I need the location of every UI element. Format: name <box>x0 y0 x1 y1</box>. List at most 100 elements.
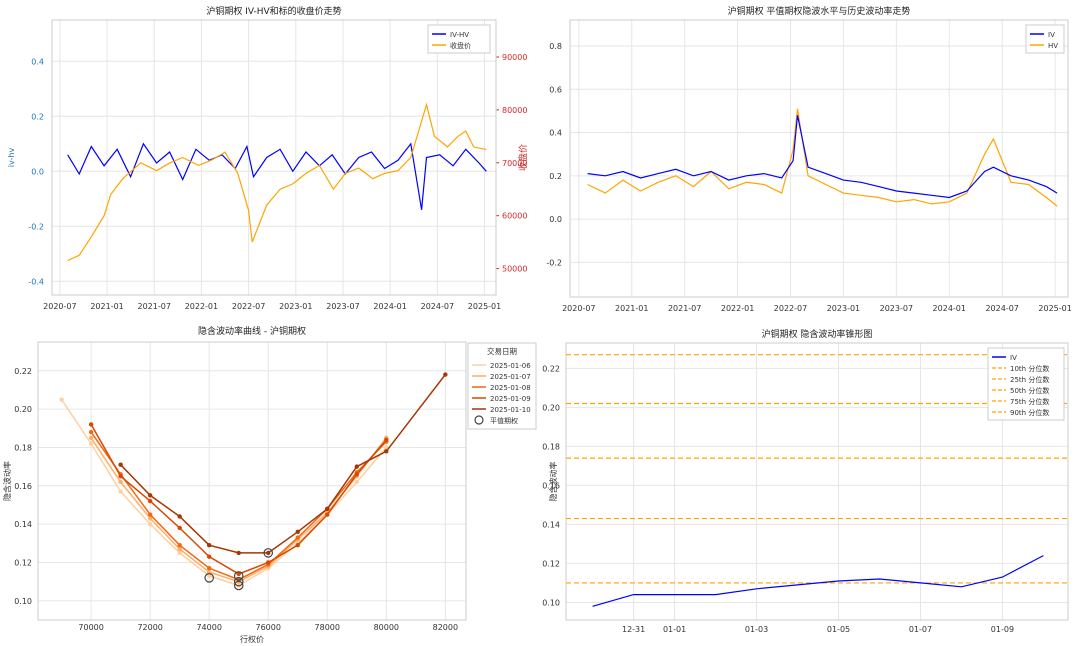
p4-ytick-label: 0.14 <box>542 520 560 529</box>
p4-legend-box <box>987 347 1065 421</box>
p3-ytick-label: 0.14 <box>14 520 32 529</box>
p3-series-point <box>147 512 153 517</box>
p3-series-point <box>384 449 389 454</box>
p4-xtick-label: 01-01 <box>663 625 686 634</box>
p1-ytick-right-label: 80000 <box>502 106 527 115</box>
p3-ytick-label: 0.18 <box>14 443 32 452</box>
p3-series-point <box>177 546 182 552</box>
p3-xtick-label: 76000 <box>256 623 281 632</box>
p3-series-point <box>147 493 153 498</box>
p1-legend-box <box>427 24 491 54</box>
p3-series-point <box>384 445 389 450</box>
p4-series-line <box>592 555 1044 607</box>
p2-xtick-label: 2023-01 <box>827 304 860 313</box>
p1-xtick-label: 2021-07 <box>138 302 171 311</box>
p3-series-point <box>177 514 182 519</box>
p1-ylabel-right: 收盘价 <box>517 144 529 171</box>
p3-series-point <box>177 550 182 556</box>
p1-xtick-label: 2022-07 <box>232 302 265 311</box>
p4-ytick-label: 0.18 <box>542 442 560 451</box>
p3-plot-frame <box>37 341 467 621</box>
p3-series-point <box>207 543 212 548</box>
p4-ytick-label: 0.20 <box>542 403 560 412</box>
p3-ytick-label: 0.20 <box>14 405 32 414</box>
p3-series-point <box>118 474 123 479</box>
p3-ytick-label: 0.16 <box>14 482 32 491</box>
p3-xtick-label: 74000 <box>196 623 221 632</box>
p2-xtick-label: 2025-01 <box>1038 304 1071 313</box>
p3-atm-marker <box>263 548 274 558</box>
p1-ylabel: iv-hv <box>7 148 16 168</box>
p3-series-point <box>354 464 359 469</box>
p3-series-point <box>443 372 448 377</box>
p3-legend-label: 2025-01-06 <box>490 362 531 370</box>
p4-ytick-label: 0.10 <box>542 598 560 607</box>
p3-atm-marker <box>233 580 244 591</box>
p4-ytick-label: 0.22 <box>542 364 560 373</box>
p3-ytick-label: 0.10 <box>14 597 32 606</box>
p2-ytick-label: 0.6 <box>549 85 562 94</box>
p1-xtick-label: 2025-01 <box>468 302 501 311</box>
p1-xtick-label: 2022-01 <box>185 302 218 311</box>
p4-legend-label: 75th 分位数 <box>1010 397 1049 406</box>
p3-atm-marker <box>233 571 244 581</box>
p1-ytick-label: -0.2 <box>28 222 44 231</box>
p4-plot-frame <box>565 342 1069 621</box>
p3-xtick-label: 78000 <box>315 623 340 632</box>
p3-xtick-label: 80000 <box>374 623 399 632</box>
p2-xtick-label: 2021-07 <box>668 304 701 313</box>
p1-title: 沪铜期权 IV-HV和标的收盘价走势 <box>206 5 341 17</box>
p4-xtick-label: 01-07 <box>909 625 932 634</box>
p2-xtick-label: 2024-01 <box>933 304 966 313</box>
p4-ytick-label: 0.16 <box>542 481 560 490</box>
p2-xtick-label: 2022-01 <box>721 304 754 313</box>
p1-ytick-right-label: 50000 <box>502 265 527 274</box>
p2-xtick-label: 2021-01 <box>615 304 648 313</box>
p3-series-point <box>88 441 94 446</box>
p4-title: 沪铜期权 隐含波动率锥形图 <box>762 328 873 340</box>
p3-series-point <box>88 435 94 441</box>
p3-legend-atm-label: 平值期权 <box>490 416 518 425</box>
p2-xtick-label: 2020-07 <box>562 304 595 313</box>
p1-xtick-label: 2021-01 <box>90 302 123 311</box>
p3-legend-label: 2025-01-07 <box>490 373 531 381</box>
p4-ytick-label: 0.12 <box>542 559 560 568</box>
p3-atm-marker <box>233 576 244 587</box>
p3-series-point <box>354 472 359 477</box>
p2-xtick-label: 2023-07 <box>880 304 913 313</box>
p3-series-line <box>60 399 387 587</box>
p3-series-point <box>236 550 241 556</box>
p3-atm-marker <box>204 573 214 583</box>
p2-title: 沪铜期权 平值期权隐波水平与历史波动率走势 <box>728 5 911 17</box>
p3-series-point <box>147 516 153 521</box>
p1-legend-label: 收盘价 <box>450 41 471 50</box>
p3-xtick-label: 82000 <box>433 623 458 632</box>
p1-ytick-label: 0.4 <box>31 57 44 66</box>
p1-ytick-label: 0.0 <box>31 167 44 176</box>
p4-xtick-label: 01-03 <box>745 625 768 634</box>
p3-xtick-label: 72000 <box>137 623 162 632</box>
p4-ylabel: 隐含波动率 <box>548 462 558 502</box>
p3-series-point <box>295 529 300 535</box>
p2-ytick-label: 0.2 <box>549 172 562 181</box>
p4-legend-label: 10th 分位数 <box>1010 364 1049 373</box>
p2-series-line <box>587 108 1058 207</box>
p3-series-point <box>295 535 300 540</box>
p3-legend-box <box>467 342 537 430</box>
p2-series-line <box>587 115 1058 199</box>
p1-ytick-right-label: 60000 <box>502 212 527 221</box>
p3-series-point <box>207 566 212 571</box>
p3-series-point <box>59 397 64 402</box>
p3-series-point <box>118 479 123 485</box>
p4-legend-label: IV <box>1010 354 1017 362</box>
p3-series-point <box>147 498 153 504</box>
p4-xtick-label: 01-05 <box>827 625 850 634</box>
p1-ytick-right-label: 90000 <box>502 53 527 62</box>
p3-ytick-label: 0.22 <box>14 367 32 376</box>
p3-series-point <box>354 479 359 485</box>
p4-xtick-label: 01-09 <box>991 625 1014 634</box>
p3-series-point <box>207 573 212 579</box>
p3-series-point <box>236 571 241 577</box>
